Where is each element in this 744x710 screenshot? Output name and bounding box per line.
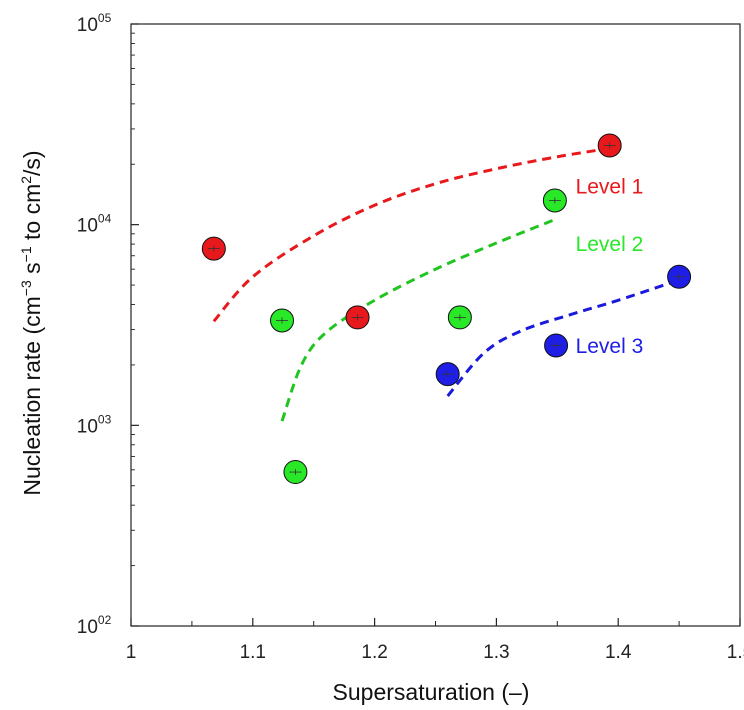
plot-frame xyxy=(130,23,741,627)
series-labels: Level 1 Level 2 Level 3 xyxy=(576,175,644,358)
series-label-level-1: Level 1 xyxy=(576,175,644,198)
fit-curves xyxy=(212,146,680,422)
x-tick-label: 1.2 xyxy=(361,642,387,663)
data-point-level-1 xyxy=(345,305,370,330)
y-tick-label: 1005 xyxy=(77,11,112,36)
data-point-level-2 xyxy=(447,305,472,330)
data-points xyxy=(201,133,692,485)
y-axis-title: Nucleation rate (cm−3 s−1 to cm2/s) xyxy=(18,150,45,495)
fit-curve-level-1 xyxy=(212,146,610,323)
x-tick-label: 1.3 xyxy=(483,642,509,663)
y-tick-label: 1004 xyxy=(77,212,112,237)
series-label-level-3: Level 3 xyxy=(576,335,644,358)
data-point-level-2 xyxy=(270,308,295,333)
y-axis-ticks: 1002 1003 1004 1005 xyxy=(77,11,139,638)
y-tick-label: 1003 xyxy=(77,412,112,437)
data-point-level-2 xyxy=(542,188,567,213)
x-tick-label: 1 xyxy=(126,642,137,663)
x-axis-ticks: 1 1.1 1.2 1.3 1.4 1.5 xyxy=(126,618,744,663)
data-point-level-1 xyxy=(201,236,226,261)
axes xyxy=(130,23,741,627)
series-label-level-2: Level 2 xyxy=(576,233,644,256)
data-point-level-3 xyxy=(544,333,569,358)
x-tick-label: 1.5 xyxy=(727,642,744,663)
fit-curve-level-2 xyxy=(280,218,556,422)
x-tick-label: 1.4 xyxy=(605,642,632,663)
y-tick-label: 1002 xyxy=(77,613,112,638)
data-point-level-3 xyxy=(435,362,460,387)
data-point-level-3 xyxy=(667,264,692,289)
data-point-level-2 xyxy=(283,460,308,485)
data-point-level-1 xyxy=(597,133,622,158)
fit-curve-level-3 xyxy=(446,278,680,397)
x-tick-label: 1.1 xyxy=(240,642,266,663)
x-axis-title: Supersaturation (–) xyxy=(333,679,530,705)
